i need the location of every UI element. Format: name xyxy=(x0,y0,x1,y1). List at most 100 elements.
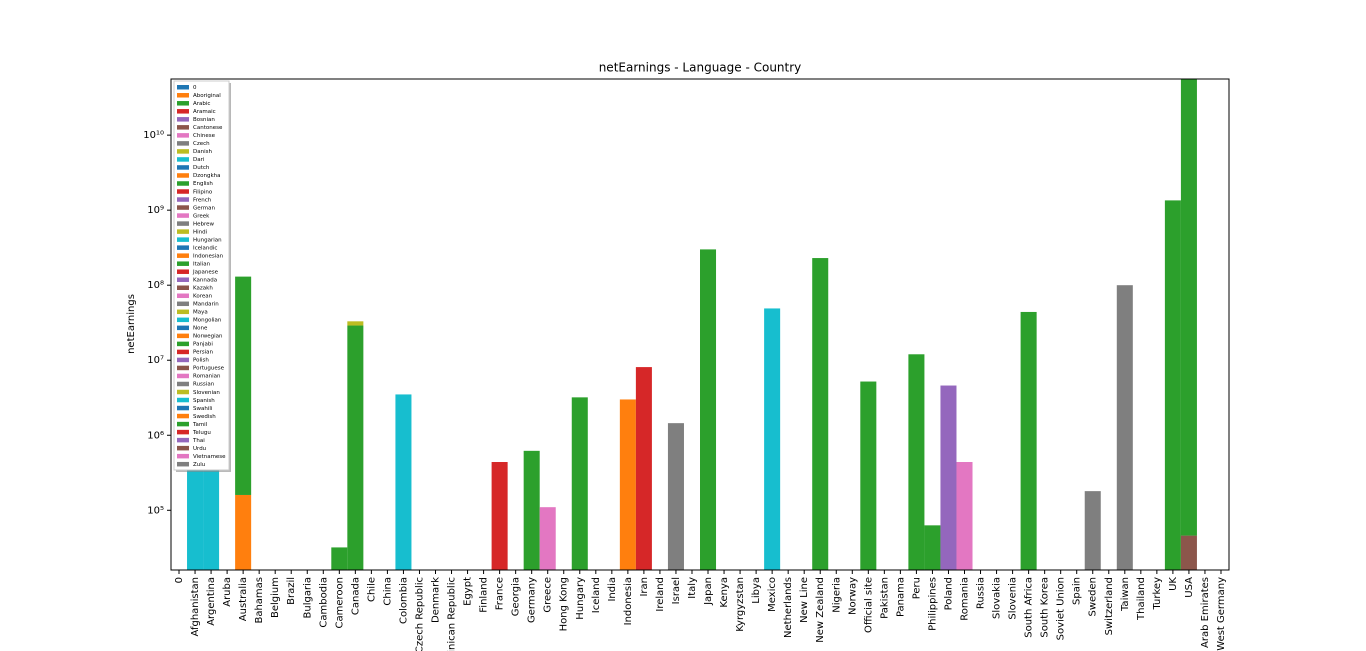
legend-label: Thai xyxy=(192,438,205,444)
x-tick-label: Israel xyxy=(671,577,682,604)
y-tick-label: 10⁷ xyxy=(147,355,164,366)
legend-label: Italian xyxy=(193,261,211,267)
x-tick-label: Netherlands xyxy=(783,577,794,638)
y-tick-label: 10⁹ xyxy=(147,205,164,216)
x-tick-label: Denmark xyxy=(431,577,442,623)
legend-label: Cantonese xyxy=(193,125,223,131)
legend-swatch xyxy=(177,245,189,250)
bar-segment xyxy=(539,507,556,570)
x-tick-label: Iceland xyxy=(591,577,602,613)
x-tick-label: Norway xyxy=(847,577,858,615)
legend-swatch xyxy=(177,157,189,162)
legend-swatch xyxy=(177,309,189,315)
x-tick-label: Canada xyxy=(350,577,361,615)
x-tick-label: Czech Republic xyxy=(414,577,425,651)
legend-label: Greek xyxy=(193,213,210,219)
legend-swatch xyxy=(177,85,189,90)
x-tick-label: Hong Kong xyxy=(559,577,570,631)
legend-swatch xyxy=(177,109,189,114)
axes: 10⁵ 10⁶ 10⁷ 10⁸ 10⁹ 10¹⁰ 0 Afghanistan Argentina… xyxy=(143,78,1230,651)
legend-label: Romanian xyxy=(193,374,221,380)
legend-label: Swahili xyxy=(193,406,213,412)
legend-swatch xyxy=(177,293,189,299)
legend-label: Dari xyxy=(193,157,205,163)
x-tick-label: Colombia xyxy=(398,577,409,624)
legend-swatch xyxy=(177,437,189,443)
legend-label: Danish xyxy=(193,149,212,155)
legend-swatch xyxy=(177,253,189,258)
bar-segment xyxy=(764,308,781,570)
legend-label: Mandarin xyxy=(193,302,219,308)
legend-label: Indonesian xyxy=(193,253,224,259)
x-tick-label: Cambodia xyxy=(318,577,329,628)
legend-label: Kannada xyxy=(193,277,217,283)
x-tick-label: Iran xyxy=(639,577,650,597)
bar-segment xyxy=(1116,285,1133,570)
x-tick-label: Cameroon xyxy=(334,577,345,628)
legend-swatch xyxy=(177,357,189,363)
legend-swatch xyxy=(177,237,189,242)
legend-label: Dzongkha xyxy=(193,173,221,179)
legend-label: Swedish xyxy=(193,414,216,420)
bar-segment xyxy=(347,325,364,570)
legend-swatch xyxy=(177,189,189,194)
bar-segment xyxy=(956,462,973,570)
bar-segment xyxy=(908,354,925,570)
x-tick-label: Turkey xyxy=(1152,577,1163,611)
legend-label: Panjabi xyxy=(193,342,213,348)
bar-segment xyxy=(812,258,829,570)
x-tick-label: South Africa xyxy=(1024,577,1035,638)
legend-label: Zulu xyxy=(193,462,205,468)
legend-swatch xyxy=(177,149,189,154)
legend-label: Aramaic xyxy=(193,109,216,115)
legend-swatch xyxy=(177,365,189,371)
bar-segment xyxy=(331,547,348,570)
legend-label: 0 xyxy=(193,85,197,91)
legend-swatch xyxy=(177,381,189,387)
x-tick-label: Official site xyxy=(863,577,874,633)
bar-segment xyxy=(523,450,540,570)
legend-label: Czech xyxy=(193,141,210,147)
x-tick-label: Japan xyxy=(703,577,714,606)
legend-label: Spanish xyxy=(193,398,215,404)
x-tick-label: Pakistan xyxy=(879,577,890,619)
bar-segment xyxy=(700,249,717,570)
legend-label: Filipino xyxy=(193,189,213,195)
legend-swatch xyxy=(177,125,189,130)
x-tick-label: Libya xyxy=(751,577,762,604)
legend-label: None xyxy=(193,326,208,332)
x-tick-label: Peru xyxy=(911,577,922,599)
x-tick-label: Italy xyxy=(687,577,698,599)
bar-segment xyxy=(619,399,636,570)
legend-swatch xyxy=(177,333,189,339)
x-tick-label: 0 xyxy=(174,577,185,583)
legend-swatch xyxy=(177,405,189,411)
x-tick-label: Philippines xyxy=(927,577,938,631)
x-tick-label: Sweden xyxy=(1088,577,1099,617)
chart-title: netEarnings - Language - Country xyxy=(599,61,802,75)
x-tick-label: Dominican Republic xyxy=(447,577,458,651)
legend-label: Arabic xyxy=(193,101,210,107)
legend-label: Norwegian xyxy=(193,334,223,340)
legend-swatch xyxy=(177,397,189,403)
x-tick-label: Romania xyxy=(960,577,971,621)
bar-segment xyxy=(1084,491,1101,570)
legend-swatch xyxy=(177,413,189,419)
bar-segment xyxy=(235,494,252,570)
legend-label: Hindi xyxy=(193,229,208,235)
x-tick-label: USA xyxy=(1184,577,1195,598)
legend-label: Mongolian xyxy=(193,318,222,324)
legend-swatch xyxy=(177,205,189,210)
x-tick-label: Hungary xyxy=(575,577,586,620)
bar-segment xyxy=(1180,535,1197,570)
y-tick-label: 10⁶ xyxy=(147,430,164,441)
bar-segment xyxy=(667,423,684,570)
legend-label: Icelandic xyxy=(193,245,217,251)
legend-label: Russian xyxy=(193,382,215,388)
legend-swatch xyxy=(177,181,189,186)
x-tick-label: Spain xyxy=(1072,577,1083,605)
bars xyxy=(187,79,1197,570)
legend-label: Vietnamese xyxy=(193,454,226,460)
x-tick-label: Taiwan xyxy=(1120,577,1131,612)
x-tick-label: Chile xyxy=(366,577,377,602)
